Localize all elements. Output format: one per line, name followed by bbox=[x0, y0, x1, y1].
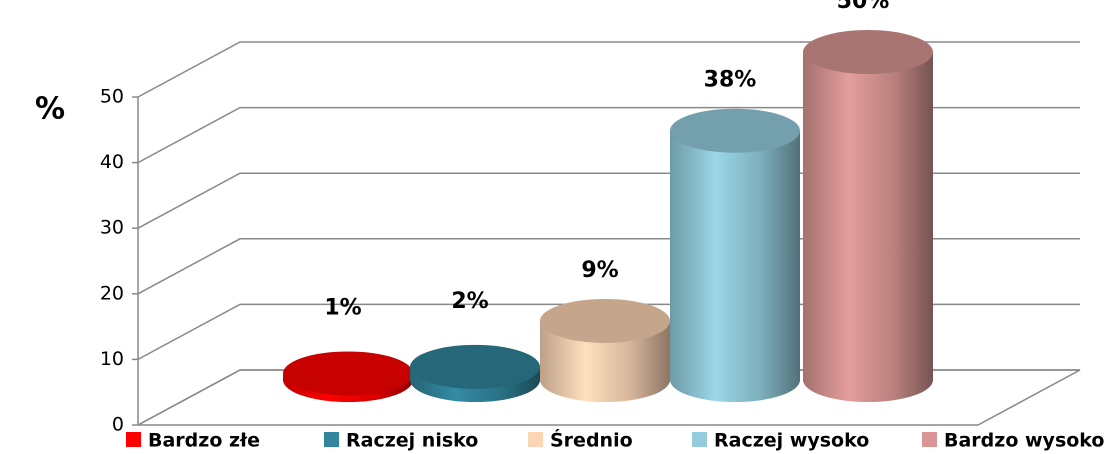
value-label: 9% bbox=[581, 258, 618, 283]
legend-swatch bbox=[528, 432, 543, 447]
legend-label: Bardzo złe bbox=[148, 430, 260, 452]
bar-top bbox=[670, 108, 800, 153]
bar bbox=[803, 52, 933, 402]
y-tick-label: 0 bbox=[112, 414, 124, 436]
y-tick-label: 20 bbox=[100, 282, 124, 304]
bar bbox=[540, 320, 670, 402]
grid-line bbox=[137, 106, 1080, 164]
legend-swatch bbox=[324, 432, 339, 447]
bar-top bbox=[803, 30, 933, 74]
bar-top bbox=[410, 344, 540, 389]
value-label: 50% bbox=[837, 0, 890, 14]
legend-swatch bbox=[922, 432, 937, 447]
value-label: 2% bbox=[451, 289, 488, 314]
legend-swatch bbox=[692, 432, 707, 447]
grid-line bbox=[137, 172, 1080, 229]
legend-label: Raczej wysoko bbox=[714, 430, 869, 452]
bar-top bbox=[283, 351, 413, 396]
legend-label: Bardzo wysoko bbox=[944, 430, 1104, 452]
y-axis-label: % bbox=[35, 92, 65, 127]
legend-swatch bbox=[126, 432, 141, 447]
legend-label: Raczej nisko bbox=[346, 430, 478, 452]
bar-top bbox=[540, 298, 670, 343]
bar bbox=[670, 130, 800, 402]
value-label: 38% bbox=[704, 68, 757, 93]
y-tick-label: 10 bbox=[100, 348, 124, 370]
value-label: 1% bbox=[324, 295, 361, 320]
legend-label: Średnio bbox=[550, 428, 633, 452]
grid-line bbox=[137, 41, 1080, 98]
y-tick-label: 40 bbox=[100, 151, 124, 173]
y-tick-label: 30 bbox=[100, 217, 124, 239]
y-tick-label: 50 bbox=[100, 86, 124, 108]
